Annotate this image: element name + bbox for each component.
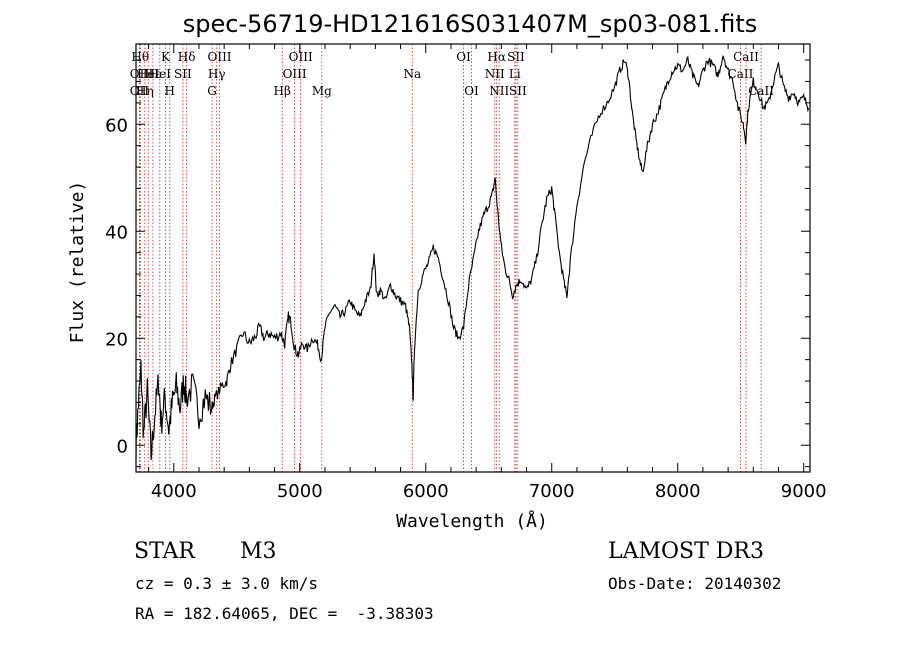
spectral-line-label: Hα: [487, 50, 506, 64]
y-tick-label: 40: [105, 222, 128, 243]
spectral-line-label: SII: [507, 50, 525, 64]
spectral-line-label: OII: [130, 67, 150, 81]
spectrum-line: [135, 55, 810, 462]
plot-frame: [135, 43, 811, 473]
spectral-line-label: G: [207, 84, 217, 98]
x-tick-label: 6000: [403, 481, 449, 502]
survey-name: LAMOST DR3: [608, 539, 764, 564]
spectral-line-label: Hδ: [178, 50, 196, 64]
spectral-line-label: HeI: [137, 67, 160, 81]
observation-date: Obs-Date: 20140302: [608, 574, 782, 593]
spectral-line-label: Hγ: [208, 67, 226, 81]
spectral-line-label: Hθ: [131, 50, 149, 64]
spectral-line-label: SII: [509, 84, 527, 98]
spectral-line-markers: HθOIIOIIHηHeIHεHeIKHSIIHδGHγOIIIHβOIIIOI…: [130, 44, 774, 472]
object-type: STAR: [134, 539, 195, 564]
spectral-line-label: CaII: [728, 67, 754, 81]
y-tick-label: 60: [105, 115, 128, 136]
x-tick-label: 9000: [781, 481, 827, 502]
spectral-line-label: Li: [509, 67, 521, 81]
spectral-line-label: NII: [489, 84, 509, 98]
spectral-line-label: CaII: [733, 50, 759, 64]
spectral-line-label: HeI: [149, 67, 172, 81]
spectral-line-label: OIII: [289, 50, 313, 64]
spectral-line-label: NII: [485, 67, 505, 81]
x-tick-label: 7000: [529, 481, 575, 502]
coordinates: RA = 182.64065, DEC = -3.38303: [135, 604, 434, 623]
spectral-line-label: OI: [456, 50, 471, 64]
x-axis-label: Wavelength (Å): [396, 510, 548, 532]
spectral-line-label: Hη: [136, 84, 154, 98]
spectral-line-label: OI: [464, 84, 479, 98]
x-tick-label: 8000: [655, 481, 701, 502]
spectral-line-label: SII: [174, 67, 192, 81]
y-tick-label: 0: [117, 436, 128, 457]
y-axis-label: Flux (relative): [67, 181, 88, 344]
y-axis-ticks: 0 20 40 60: [105, 59, 810, 468]
spectral-line-label: OIII: [283, 67, 307, 81]
redshift-velocity: cz = 0.3 ± 3.0 km/s: [135, 574, 319, 593]
spectral-line-label: Hβ: [274, 84, 291, 98]
spectral-line-label: OIII: [207, 50, 231, 64]
x-tick-label: 4000: [151, 481, 197, 502]
y-tick-label: 20: [105, 329, 128, 350]
x-axis-ticks: 4000 5000 6000 7000 8000 9000: [148, 44, 827, 502]
spectral-subclass: M3: [240, 539, 277, 564]
spectral-line-label: Mg: [312, 84, 332, 98]
spectral-line-label: Na: [403, 67, 421, 81]
spectral-line-label: Hε: [145, 67, 162, 81]
spectral-line-label: H: [165, 84, 175, 98]
spectral-line-label: K: [161, 50, 171, 64]
x-tick-label: 5000: [277, 481, 323, 502]
chart-title: spec-56719-HD121616S031407M_sp03-081.fit…: [183, 10, 757, 38]
